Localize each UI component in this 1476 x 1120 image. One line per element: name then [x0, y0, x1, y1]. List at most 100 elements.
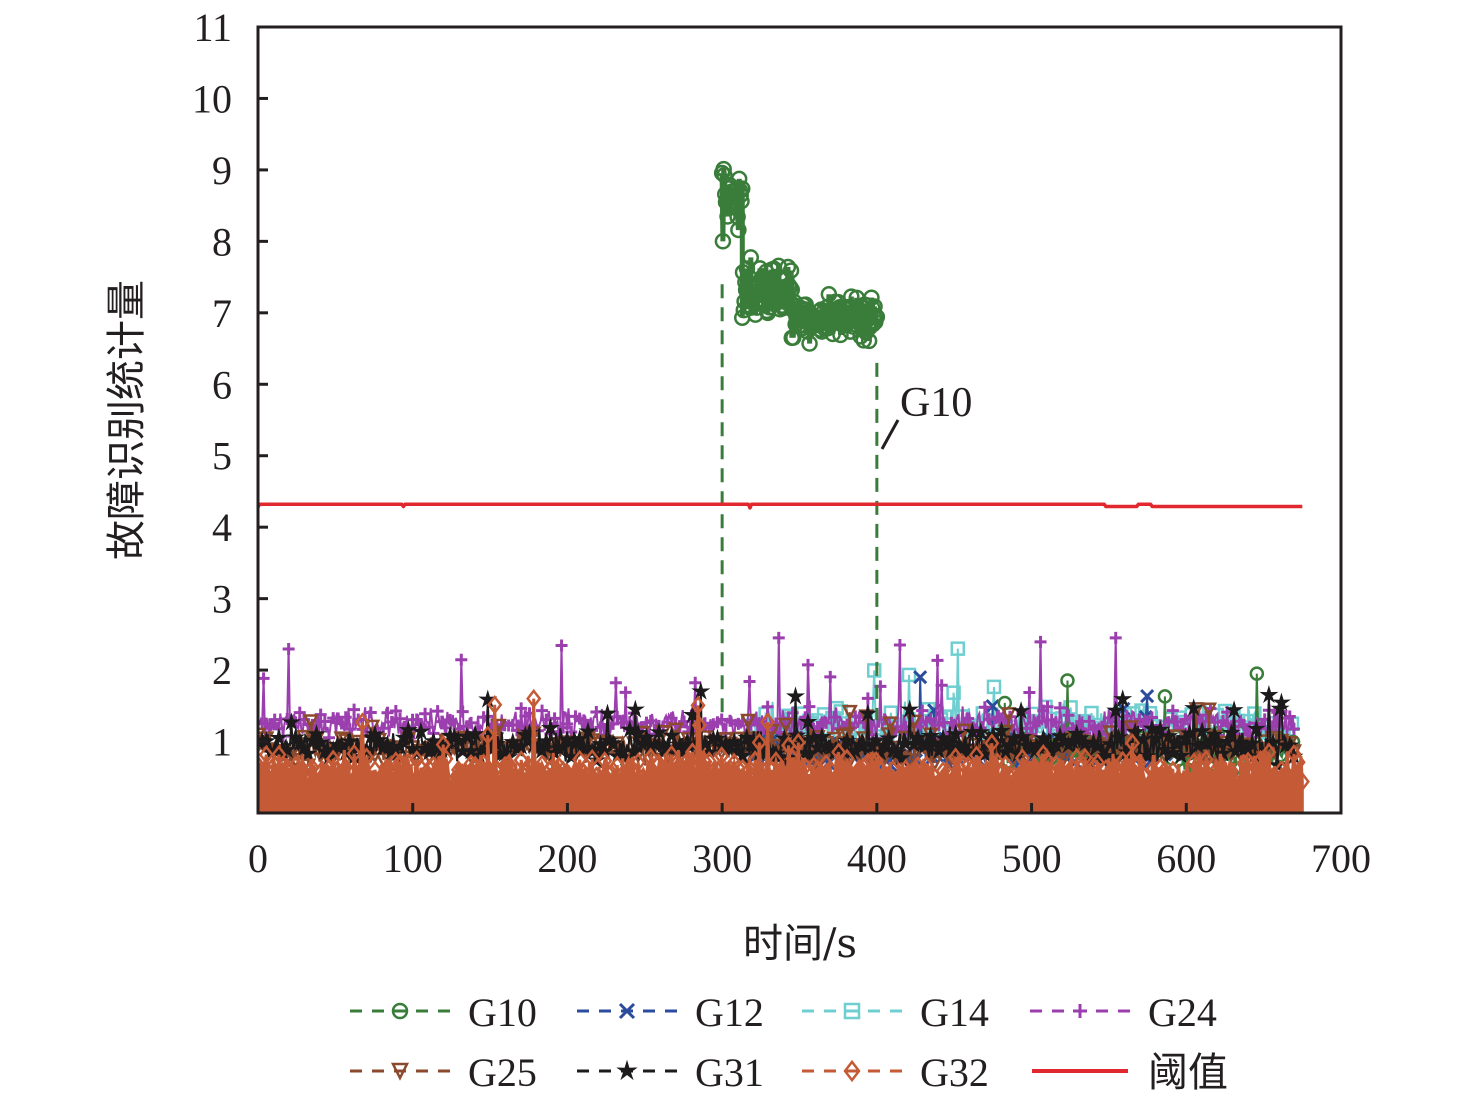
data-point — [733, 192, 750, 210]
data-point — [1058, 735, 1078, 754]
data-point — [975, 744, 995, 763]
data-point — [716, 733, 736, 752]
data-point — [513, 750, 529, 770]
data-point — [1209, 733, 1229, 752]
data-point — [471, 760, 487, 781]
data-point — [967, 741, 986, 760]
data-point — [515, 702, 528, 715]
data-point — [718, 760, 734, 781]
data-point — [882, 716, 899, 733]
threshold-layer — [258, 502, 1303, 510]
data-point — [1171, 715, 1183, 728]
y-tick-label: 4 — [212, 505, 232, 550]
data-point — [887, 742, 907, 761]
data-point — [1205, 724, 1225, 743]
data-point — [1038, 734, 1057, 753]
data-point — [265, 740, 285, 759]
y-tick-label: 7 — [212, 291, 232, 336]
data-point — [820, 738, 840, 757]
data-point — [1267, 755, 1287, 774]
data-point — [962, 722, 982, 741]
data-point — [684, 742, 701, 762]
legend-marker — [618, 1002, 636, 1020]
data-point — [258, 755, 266, 776]
data-point — [1031, 766, 1047, 787]
data-point — [774, 728, 794, 747]
legend-label: G25 — [468, 1050, 537, 1095]
data-point — [1060, 673, 1075, 688]
data-point — [705, 761, 721, 782]
y-tick-label: 1 — [212, 720, 232, 765]
data-point — [1150, 719, 1170, 738]
data-point — [520, 722, 539, 741]
data-point — [866, 731, 886, 750]
data-point — [983, 713, 996, 726]
data-point — [318, 715, 331, 728]
data-point — [480, 725, 496, 746]
data-point — [275, 754, 291, 775]
data-point — [282, 642, 295, 655]
data-point — [814, 773, 830, 794]
data-point — [670, 735, 690, 754]
data-point — [824, 670, 837, 683]
data-point — [931, 654, 944, 667]
data-point — [812, 727, 832, 746]
data-point — [740, 713, 757, 730]
data-point — [1046, 735, 1066, 754]
data-point — [453, 741, 473, 760]
data-point — [782, 262, 800, 279]
data-point — [1138, 746, 1158, 765]
y-axis-title: 故障识别统计量 — [104, 280, 150, 560]
data-point — [465, 716, 478, 729]
x-tick-label: 200 — [537, 836, 597, 881]
data-point — [561, 747, 581, 766]
data-point — [1117, 742, 1137, 761]
threshold-line — [258, 502, 1303, 510]
x-tick-label: 300 — [692, 836, 752, 881]
data-point — [1011, 701, 1031, 720]
data-point — [503, 732, 523, 751]
y-tick-label: 10 — [192, 76, 232, 121]
data-point — [1056, 765, 1072, 785]
data-point — [1109, 631, 1122, 644]
data-point — [423, 731, 443, 750]
data-point — [594, 721, 607, 734]
data-point — [605, 760, 621, 781]
data-point — [741, 734, 761, 753]
data-point — [288, 755, 304, 776]
data-point — [1012, 727, 1032, 746]
data-point — [361, 727, 381, 746]
y-tick-label: 6 — [212, 362, 232, 407]
data-point — [1265, 766, 1281, 787]
data-point — [375, 766, 391, 787]
data-point — [1054, 731, 1074, 749]
data-point — [348, 738, 368, 757]
data-point — [492, 773, 508, 794]
data-point — [1077, 747, 1093, 768]
data-point — [1054, 701, 1067, 714]
data-point — [1067, 723, 1087, 742]
data-point — [1282, 767, 1298, 788]
data-point — [1075, 733, 1095, 752]
data-point — [772, 631, 785, 644]
data-point — [409, 749, 425, 770]
data-point — [935, 679, 948, 692]
data-point — [496, 756, 513, 776]
data-point — [348, 703, 361, 716]
data-point — [1280, 735, 1300, 754]
data-point — [978, 701, 991, 714]
data-point — [1134, 729, 1154, 748]
data-point — [379, 759, 396, 779]
data-point — [431, 705, 444, 718]
data-point — [365, 724, 385, 743]
x-tick-label: 600 — [1156, 836, 1216, 881]
data-point — [962, 712, 975, 725]
data-point — [398, 720, 418, 739]
data-point — [1014, 748, 1031, 769]
data-point — [868, 308, 886, 326]
data-point — [342, 773, 358, 794]
data-point — [889, 769, 905, 790]
data-point — [1173, 773, 1189, 794]
data-point — [986, 679, 1002, 695]
data-point — [290, 733, 310, 752]
